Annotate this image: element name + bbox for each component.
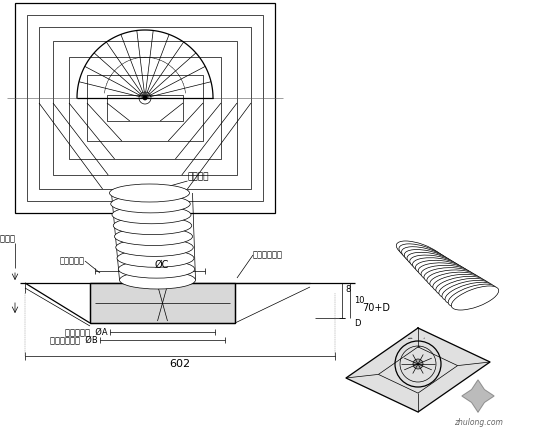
- Text: 10: 10: [354, 296, 365, 305]
- Ellipse shape: [404, 250, 453, 271]
- Bar: [87, 75, 203, 141]
- Bar: [53, 41, 237, 175]
- Ellipse shape: [410, 255, 459, 275]
- Polygon shape: [346, 328, 490, 412]
- Ellipse shape: [418, 263, 468, 281]
- Ellipse shape: [399, 244, 447, 267]
- Bar: [39, 27, 251, 189]
- Ellipse shape: [413, 258, 462, 277]
- Ellipse shape: [442, 280, 491, 301]
- Text: ØC: ØC: [155, 260, 169, 270]
- Ellipse shape: [439, 279, 488, 299]
- Ellipse shape: [421, 265, 471, 283]
- FancyArrowPatch shape: [419, 346, 420, 347]
- Ellipse shape: [448, 284, 496, 307]
- Ellipse shape: [424, 268, 474, 286]
- Ellipse shape: [445, 282, 493, 304]
- Ellipse shape: [407, 252, 456, 272]
- Text: 最大安装尺寸  ØB: 最大安装尺寸 ØB: [50, 336, 98, 345]
- Polygon shape: [462, 380, 494, 412]
- Ellipse shape: [119, 271, 195, 289]
- Bar: [27, 15, 263, 201]
- Ellipse shape: [427, 270, 477, 288]
- Text: 伸缩软管: 伸缩软管: [188, 172, 209, 181]
- Ellipse shape: [433, 274, 483, 293]
- Ellipse shape: [451, 286, 499, 310]
- Text: 8: 8: [345, 285, 351, 294]
- Ellipse shape: [113, 217, 192, 235]
- Bar: [69, 57, 221, 159]
- Ellipse shape: [402, 247, 450, 269]
- Ellipse shape: [114, 227, 193, 246]
- Text: zhulong.com: zhulong.com: [454, 418, 502, 427]
- Bar: [107, 95, 183, 121]
- Ellipse shape: [436, 276, 485, 296]
- Text: 软管防脱卡扣: 软管防脱卡扣: [253, 251, 283, 259]
- Ellipse shape: [396, 241, 444, 265]
- Bar: [15, 3, 275, 213]
- Text: 退光笠盘部: 退光笠盘部: [60, 257, 85, 265]
- Text: 602: 602: [170, 359, 190, 369]
- Ellipse shape: [118, 260, 195, 278]
- Ellipse shape: [112, 206, 191, 224]
- Ellipse shape: [116, 238, 193, 256]
- FancyArrowPatch shape: [408, 338, 412, 339]
- Ellipse shape: [111, 195, 190, 213]
- Circle shape: [413, 359, 423, 369]
- Ellipse shape: [110, 184, 189, 202]
- Text: D: D: [354, 318, 361, 328]
- Ellipse shape: [416, 260, 465, 279]
- Ellipse shape: [117, 249, 194, 267]
- Bar: [90, 283, 235, 323]
- Text: 出风口尺寸  ØA: 出风口尺寸 ØA: [66, 328, 108, 336]
- Circle shape: [143, 96, 147, 100]
- Ellipse shape: [430, 272, 480, 291]
- Bar: [90, 283, 235, 323]
- Text: T型龙骨架: T型龙骨架: [0, 233, 16, 243]
- Text: 70+D: 70+D: [362, 303, 390, 313]
